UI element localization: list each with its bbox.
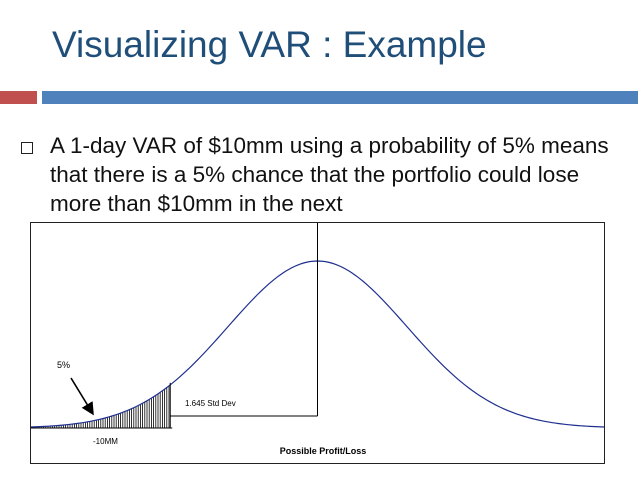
tail-arrow [70,377,94,416]
slide-title: Visualizing VAR : Example [52,24,487,65]
bullet-text: A 1-day VAR of $10mm using a probability… [50,133,609,216]
var-chart: 5% 1.645 Std Dev -10MM Possible Profit/L… [30,222,605,464]
var-chart-svg: 5% 1.645 Std Dev -10MM Possible Profit/L… [31,223,604,456]
cutoff-label: -10MM [93,437,118,446]
title-accent-bar [0,91,37,104]
bullet-square-icon [21,142,33,154]
std-dev-label: 1.645 Std Dev [185,399,236,408]
tail-percent-label: 5% [57,360,70,370]
tail-hatch [36,385,170,428]
x-axis-label: Possible Profit/Loss [280,446,367,456]
title-underline-bar [42,91,638,104]
